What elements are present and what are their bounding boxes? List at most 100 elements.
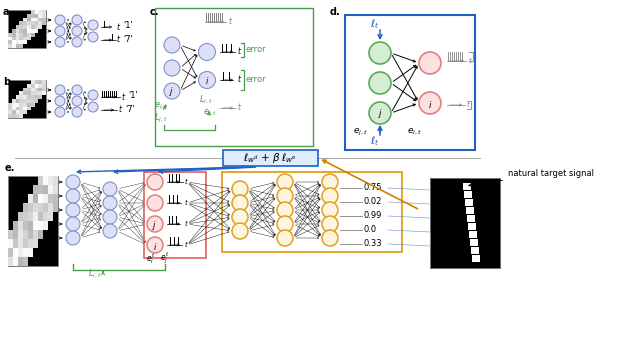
Bar bbox=[472, 178, 479, 187]
Bar bbox=[23, 257, 28, 266]
Bar bbox=[493, 205, 500, 214]
Circle shape bbox=[88, 90, 98, 100]
Bar bbox=[18, 221, 23, 230]
Text: d.: d. bbox=[330, 7, 340, 17]
Bar bbox=[19, 95, 23, 99]
Circle shape bbox=[198, 44, 216, 60]
Bar bbox=[27, 33, 31, 37]
Bar bbox=[23, 212, 28, 221]
Bar bbox=[18, 239, 23, 248]
Bar bbox=[38, 84, 42, 87]
Bar bbox=[472, 223, 479, 232]
Bar bbox=[451, 223, 458, 232]
Bar bbox=[8, 176, 58, 266]
Circle shape bbox=[72, 107, 82, 117]
Bar bbox=[23, 95, 27, 99]
Bar bbox=[48, 212, 53, 221]
Circle shape bbox=[66, 175, 80, 189]
Bar bbox=[430, 241, 437, 250]
Bar bbox=[8, 239, 13, 248]
Circle shape bbox=[369, 42, 391, 64]
Bar bbox=[28, 230, 33, 239]
Circle shape bbox=[232, 181, 248, 197]
Circle shape bbox=[147, 216, 163, 232]
Bar bbox=[451, 214, 458, 223]
Text: $t$: $t$ bbox=[228, 15, 233, 27]
Circle shape bbox=[369, 72, 391, 94]
Bar bbox=[12, 103, 15, 107]
Bar bbox=[23, 29, 27, 33]
Bar bbox=[31, 14, 35, 18]
Bar bbox=[19, 25, 23, 29]
Circle shape bbox=[147, 174, 163, 190]
Bar bbox=[12, 29, 15, 33]
Bar bbox=[458, 250, 465, 259]
Bar bbox=[472, 187, 479, 196]
Bar bbox=[479, 187, 486, 196]
Bar bbox=[18, 230, 23, 239]
Bar bbox=[12, 44, 15, 48]
Bar bbox=[8, 107, 12, 111]
Circle shape bbox=[164, 37, 180, 53]
Bar bbox=[458, 241, 465, 250]
Circle shape bbox=[72, 15, 82, 25]
Bar bbox=[43, 185, 48, 194]
Text: $t$: $t$ bbox=[118, 104, 124, 114]
Circle shape bbox=[66, 231, 80, 245]
Text: '1': '1' bbox=[128, 91, 138, 100]
Text: $e_{i,t}$: $e_{i,t}$ bbox=[203, 108, 217, 118]
Circle shape bbox=[322, 202, 338, 218]
Bar bbox=[23, 87, 27, 91]
Circle shape bbox=[103, 210, 117, 224]
Bar bbox=[486, 196, 493, 205]
Bar bbox=[18, 257, 23, 266]
Bar bbox=[8, 10, 46, 48]
Bar bbox=[27, 87, 31, 91]
Text: 0.02: 0.02 bbox=[364, 198, 382, 207]
Bar bbox=[8, 111, 12, 114]
Bar bbox=[35, 21, 38, 25]
Bar bbox=[222, 172, 402, 252]
Bar bbox=[479, 205, 486, 214]
Bar bbox=[35, 14, 38, 18]
Bar bbox=[31, 80, 35, 84]
Bar bbox=[15, 103, 19, 107]
Bar bbox=[19, 99, 23, 103]
Text: $t$: $t$ bbox=[184, 176, 189, 186]
Bar bbox=[458, 196, 465, 205]
Bar bbox=[19, 33, 23, 37]
Circle shape bbox=[277, 202, 293, 218]
Bar bbox=[469, 231, 477, 238]
Bar bbox=[38, 221, 43, 230]
Bar bbox=[437, 250, 444, 259]
Circle shape bbox=[198, 72, 216, 89]
Bar bbox=[23, 239, 28, 248]
Bar bbox=[458, 214, 465, 223]
Bar bbox=[470, 239, 478, 246]
Bar bbox=[28, 221, 33, 230]
Bar bbox=[31, 95, 35, 99]
Circle shape bbox=[72, 26, 82, 36]
Bar bbox=[42, 87, 46, 91]
Bar bbox=[8, 114, 12, 118]
Bar bbox=[27, 95, 31, 99]
Text: error: error bbox=[246, 45, 267, 54]
Bar bbox=[38, 91, 42, 95]
Bar bbox=[35, 18, 38, 21]
Text: 0.99: 0.99 bbox=[364, 211, 382, 220]
Bar bbox=[19, 40, 23, 44]
Bar bbox=[19, 107, 23, 111]
Bar bbox=[12, 37, 15, 40]
Bar bbox=[27, 91, 31, 95]
Bar bbox=[38, 230, 43, 239]
Bar bbox=[48, 185, 53, 194]
Bar bbox=[465, 199, 473, 206]
Text: $j$: $j$ bbox=[170, 85, 175, 99]
Bar bbox=[451, 205, 458, 214]
Bar bbox=[465, 232, 472, 241]
Bar bbox=[27, 84, 31, 87]
Bar bbox=[43, 203, 48, 212]
Bar bbox=[223, 150, 317, 166]
Circle shape bbox=[55, 37, 65, 47]
Text: $t$: $t$ bbox=[237, 73, 242, 85]
